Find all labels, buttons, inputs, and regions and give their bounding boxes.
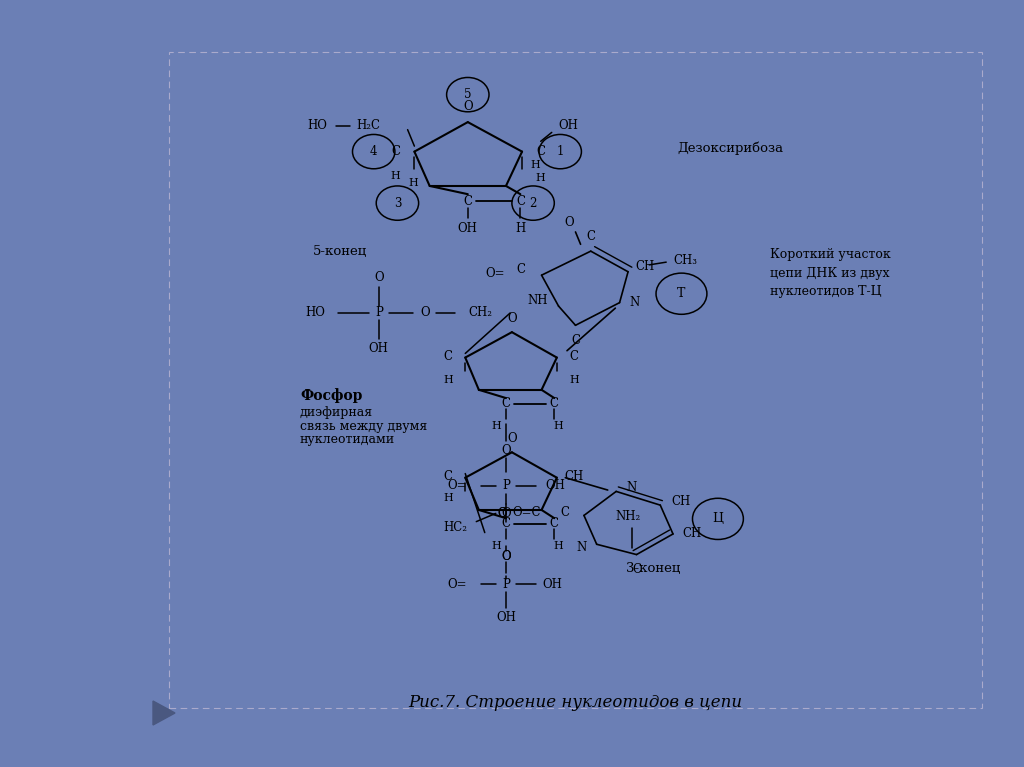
Text: диэфирная: диэфирная xyxy=(300,406,373,419)
Text: OH: OH xyxy=(559,119,579,132)
Text: C: C xyxy=(537,145,545,158)
Text: O: O xyxy=(374,271,384,284)
Text: O: O xyxy=(501,550,511,563)
Text: O: O xyxy=(565,216,574,229)
Text: Фосфор: Фосфор xyxy=(300,388,362,403)
Text: C: C xyxy=(587,229,595,242)
Text: O: O xyxy=(501,550,511,563)
Text: CH: CH xyxy=(564,470,584,482)
Text: CH: CH xyxy=(682,528,701,541)
Text: O: O xyxy=(501,507,511,520)
Text: 5: 5 xyxy=(464,88,472,101)
Text: Короткий участок: Короткий участок xyxy=(770,248,891,261)
Text: 3: 3 xyxy=(393,196,401,209)
Text: H: H xyxy=(515,222,525,235)
Text: нуклеотидами: нуклеотидами xyxy=(300,433,395,446)
Text: O: O xyxy=(421,307,430,319)
Text: N: N xyxy=(627,482,637,495)
Text: O: O xyxy=(507,432,517,445)
Text: C: C xyxy=(571,334,580,347)
Text: OH: OH xyxy=(369,342,389,355)
Text: H: H xyxy=(443,493,454,503)
Text: H₂C: H₂C xyxy=(356,119,381,132)
Text: O: O xyxy=(507,312,517,325)
Text: NH: NH xyxy=(527,294,548,307)
Text: Ц: Ц xyxy=(713,512,723,525)
Text: HC₂: HC₂ xyxy=(443,521,467,534)
Text: H: H xyxy=(443,374,454,384)
Text: O=C: O=C xyxy=(512,505,541,518)
Text: H: H xyxy=(569,374,579,384)
Text: CH: CH xyxy=(672,495,691,509)
Text: связь между двумя: связь между двумя xyxy=(300,420,427,433)
Text: 2: 2 xyxy=(529,196,537,209)
Text: C: C xyxy=(569,350,579,363)
Text: цепи ДНК из двух: цепи ДНК из двух xyxy=(770,267,890,280)
Text: O=: O= xyxy=(447,479,467,492)
Text: OH: OH xyxy=(458,222,478,235)
Text: P: P xyxy=(375,307,383,319)
Text: O=: O= xyxy=(485,268,505,280)
Text: CH₂: CH₂ xyxy=(469,307,493,319)
Text: 1: 1 xyxy=(556,145,564,158)
Text: O: O xyxy=(501,444,511,456)
Text: O: O xyxy=(497,507,507,520)
Text: OH: OH xyxy=(496,611,516,624)
Text: H: H xyxy=(391,170,400,181)
Text: H: H xyxy=(536,173,546,183)
Text: H: H xyxy=(490,420,501,430)
Text: H: H xyxy=(530,160,540,170)
Text: 4: 4 xyxy=(370,145,378,158)
Text: C: C xyxy=(516,263,525,276)
Text: H: H xyxy=(554,541,563,551)
Text: C: C xyxy=(502,517,510,530)
Text: Дезоксирибоза: Дезоксирибоза xyxy=(677,141,783,155)
Text: P: P xyxy=(502,479,510,492)
Text: CH: CH xyxy=(635,260,654,273)
Text: OH: OH xyxy=(545,479,565,492)
Text: C: C xyxy=(550,397,559,410)
Text: C: C xyxy=(391,145,400,158)
Polygon shape xyxy=(153,701,175,725)
Text: C: C xyxy=(561,505,569,518)
Text: нуклеотидов Т-Ц: нуклеотидов Т-Ц xyxy=(770,285,882,298)
Text: C: C xyxy=(550,517,559,530)
Text: 5-конец: 5-конец xyxy=(312,245,367,258)
Text: P: P xyxy=(502,578,510,591)
Text: C: C xyxy=(463,195,472,208)
Text: O=: O= xyxy=(447,578,467,591)
Text: O: O xyxy=(463,100,473,114)
Text: HO: HO xyxy=(307,119,327,132)
Text: C: C xyxy=(443,470,453,482)
Text: O: O xyxy=(497,507,507,520)
Text: C: C xyxy=(632,563,641,576)
Text: C: C xyxy=(443,350,453,363)
Text: N: N xyxy=(630,296,640,309)
Text: C: C xyxy=(502,397,510,410)
Text: C: C xyxy=(516,195,525,208)
Text: N: N xyxy=(577,542,587,555)
Text: OH: OH xyxy=(543,578,562,591)
Text: 3-конец: 3-конец xyxy=(627,561,681,574)
Text: H: H xyxy=(409,177,419,187)
Text: Рис.7. Строение нуклеотидов в цепи: Рис.7. Строение нуклеотидов в цепи xyxy=(409,694,742,712)
Text: NH₂: NH₂ xyxy=(615,510,641,523)
Text: HO: HO xyxy=(305,307,326,319)
Text: CH₃: CH₃ xyxy=(674,255,697,267)
Text: H: H xyxy=(490,541,501,551)
Text: Т: Т xyxy=(677,287,686,300)
Text: H: H xyxy=(554,420,563,430)
